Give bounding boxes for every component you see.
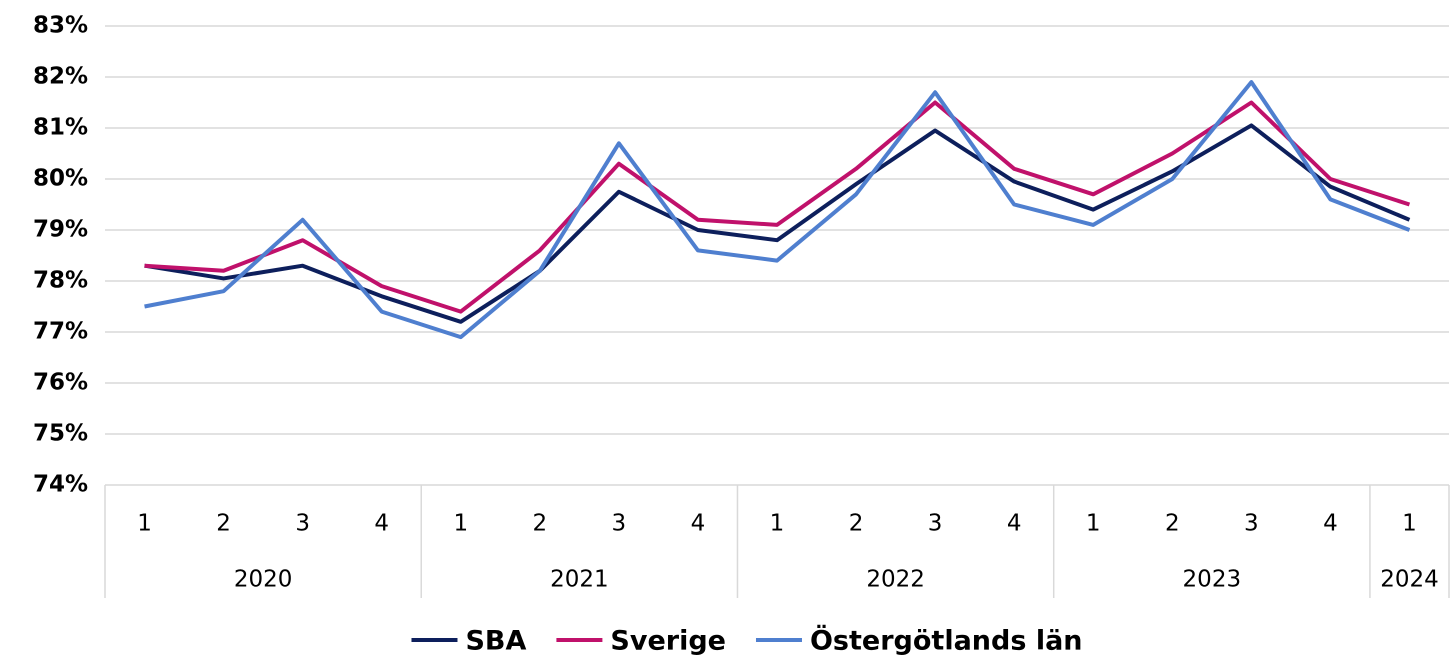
y-tick-label: 82% [33, 64, 88, 90]
series-line [144, 100, 1411, 314]
x-tick-label: 4 [1007, 511, 1022, 537]
y-tick-label: 80% [33, 166, 88, 192]
x-tick-label: 1 [453, 511, 468, 537]
x-tick-label: 4 [1323, 511, 1338, 537]
y-tick-label: 77% [33, 319, 88, 345]
x-tick-label: 1 [770, 511, 785, 537]
x-tick-label: 2 [1165, 511, 1180, 537]
legend-label: SBA [465, 626, 526, 657]
year-label: 2022 [866, 567, 925, 593]
series-line [144, 123, 1411, 324]
legend-label: Sverige [610, 626, 726, 657]
x-tick-label: 2 [216, 511, 231, 537]
year-label: 2024 [1380, 567, 1439, 593]
legend-label: Östergötlands län [810, 624, 1083, 657]
y-tick-label: 83% [33, 13, 88, 39]
y-tick-label: 78% [33, 268, 88, 294]
y-tick-label: 81% [33, 115, 88, 141]
x-tick-label: 2 [533, 511, 548, 537]
y-tick-label: 76% [33, 370, 88, 396]
series-line [144, 80, 1411, 340]
x-tick-label: 4 [691, 511, 706, 537]
x-tick-label: 4 [374, 511, 389, 537]
x-tick-label: 3 [928, 511, 943, 537]
y-tick-label: 74% [33, 472, 88, 498]
year-label: 2023 [1183, 567, 1242, 593]
year-label: 2020 [234, 567, 293, 593]
x-tick-label: 2 [849, 511, 864, 537]
x-tick-label: 1 [137, 511, 152, 537]
x-tick-label: 1 [1402, 511, 1417, 537]
year-label: 2021 [550, 567, 609, 593]
x-tick-label: 3 [1244, 511, 1259, 537]
x-tick-label: 3 [295, 511, 310, 537]
y-tick-label: 75% [33, 421, 88, 447]
y-tick-label: 79% [33, 217, 88, 243]
x-tick-label: 3 [612, 511, 627, 537]
x-tick-label: 1 [1086, 511, 1101, 537]
